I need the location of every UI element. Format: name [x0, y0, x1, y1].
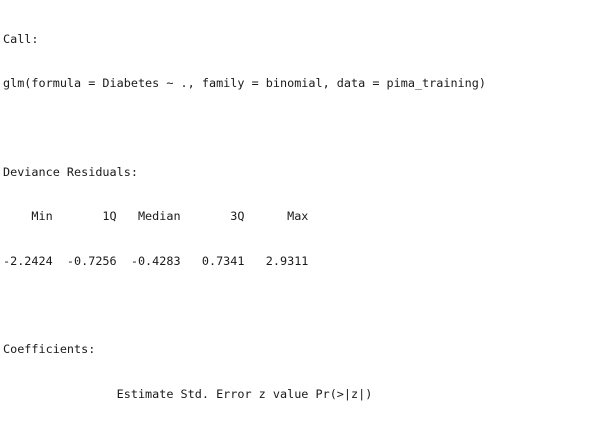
- coefficients-header: Estimate Std. Error z value Pr(>|z|): [3, 386, 401, 401]
- blank-line: [3, 120, 599, 135]
- deviance-residuals-values: -2.2424 -0.7256 -0.4283 0.7341 2.9311: [3, 253, 323, 268]
- call-text: glm(formula = Diabetes ~ ., family = bin…: [3, 75, 486, 90]
- blank-line: [3, 298, 599, 313]
- deviance-residuals-title: Deviance Residuals:: [3, 164, 138, 179]
- deviance-residuals-header: Min 1Q Median 3Q Max: [3, 209, 323, 224]
- r-console-output: Call: glm(formula = Diabetes ~ ., family…: [3, 2, 599, 425]
- call-label: Call:: [3, 31, 39, 46]
- coefficients-title: Coefficients:: [3, 342, 96, 357]
